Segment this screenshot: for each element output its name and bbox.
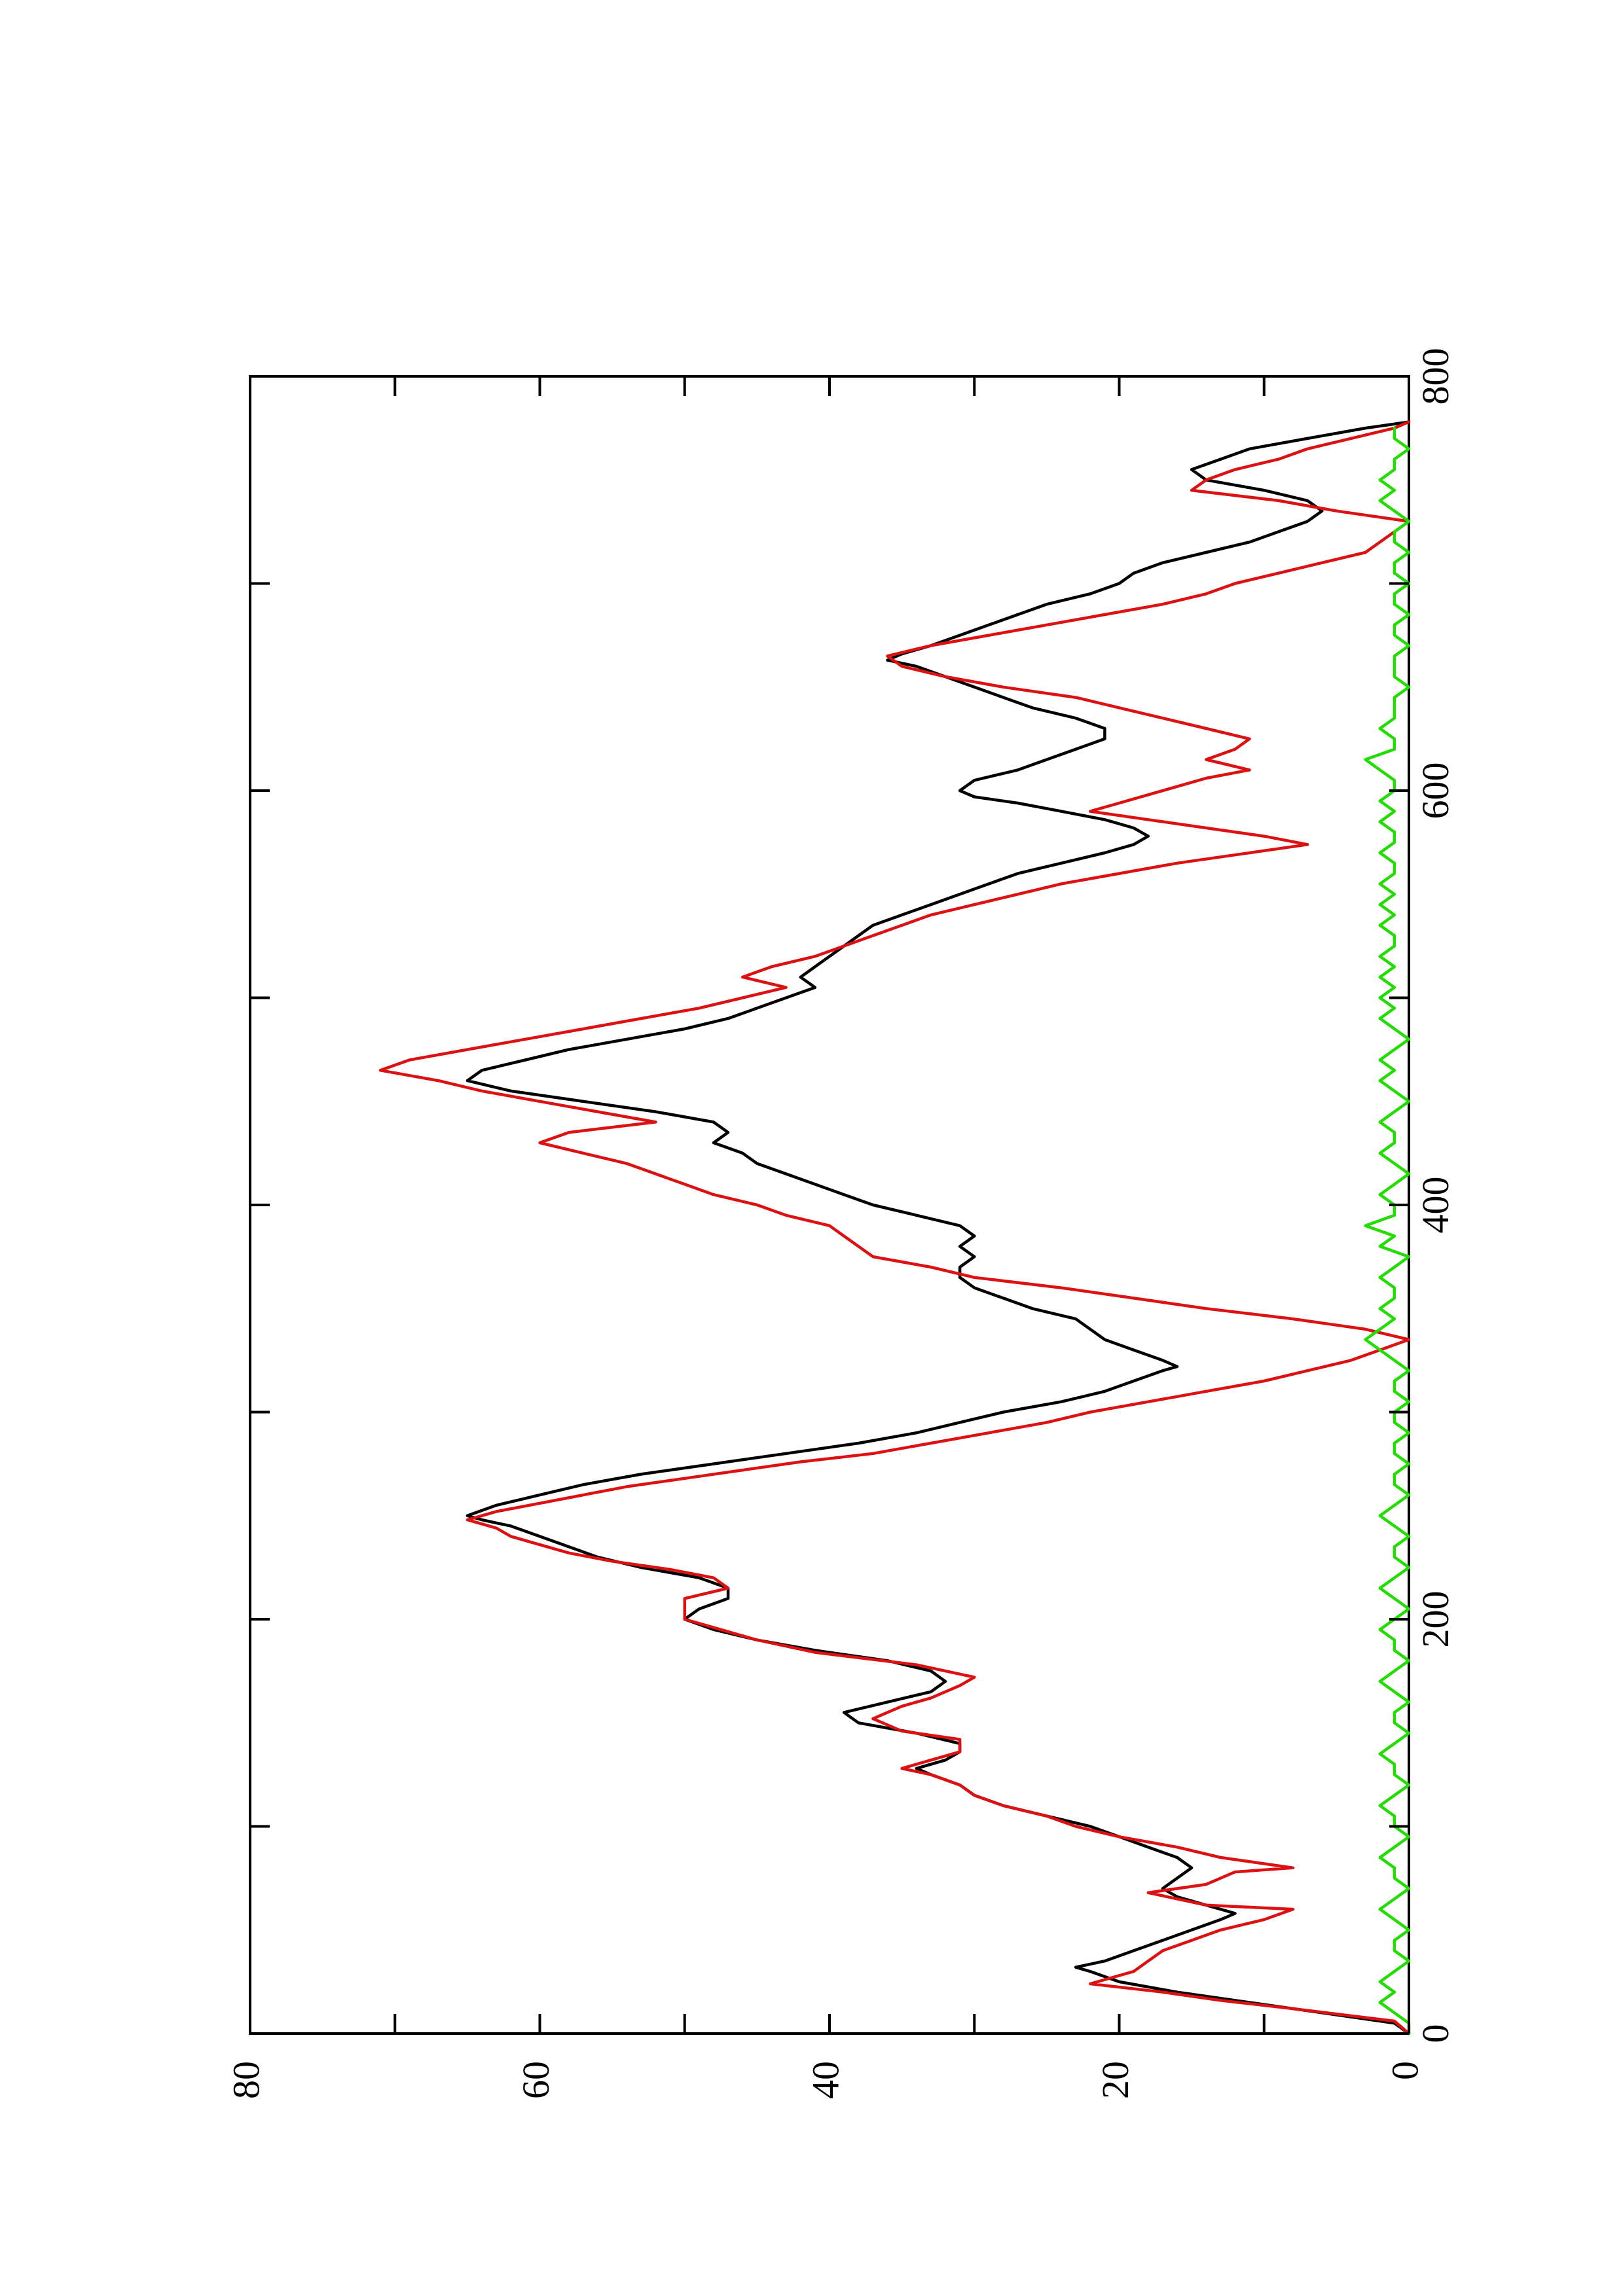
plot-frame bbox=[249, 375, 1410, 2035]
tick-labels: 0 200 400 600 800 0 20 40 60 80 bbox=[225, 348, 1457, 2100]
x-tick-label-200: 200 bbox=[1414, 1591, 1457, 1648]
y-tick-label-60: 60 bbox=[515, 2061, 557, 2099]
plot-border bbox=[249, 375, 1410, 2035]
y-tick-label-20: 20 bbox=[1094, 2061, 1137, 2099]
y-tick-label-80: 80 bbox=[225, 2061, 267, 2099]
x-tick-label-800: 800 bbox=[1414, 348, 1457, 405]
series-line-1 bbox=[465, 420, 1411, 2036]
x-tick-label-600: 600 bbox=[1414, 762, 1457, 819]
y-tick-label-40: 40 bbox=[804, 2061, 847, 2099]
series-line-2 bbox=[378, 420, 1411, 2036]
x-tick-label-0: 0 bbox=[1414, 2024, 1457, 2043]
ticks-layer bbox=[249, 375, 1410, 2035]
x-tick-label-400: 400 bbox=[1414, 1177, 1457, 1234]
series-layer bbox=[378, 420, 1411, 2036]
y-tick-label-0: 0 bbox=[1383, 2061, 1426, 2080]
series-line-3 bbox=[1364, 426, 1411, 2036]
